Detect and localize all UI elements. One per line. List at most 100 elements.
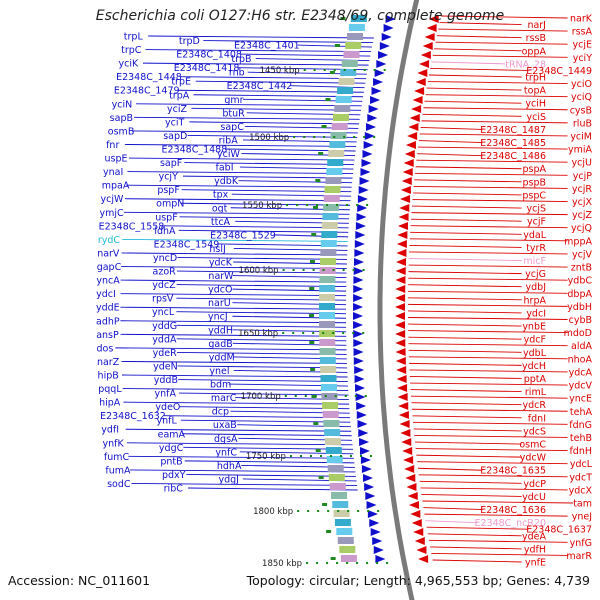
gene-label-e2348c-1448: E2348C_1448 bbox=[116, 72, 182, 83]
gene-label-ycjs: ycjS bbox=[526, 204, 546, 215]
forward-feature-arrow bbox=[353, 303, 364, 311]
gene-label-ycjq: ycjQ bbox=[571, 223, 592, 234]
gene-connector bbox=[121, 252, 348, 256]
gene-connector bbox=[432, 559, 522, 563]
gene-label-narv: narV bbox=[97, 248, 120, 259]
gc-marker bbox=[329, 71, 335, 74]
forward-feature-arrow bbox=[366, 501, 377, 509]
reverse-feature-arrow bbox=[395, 339, 406, 347]
forward-feature-arrow bbox=[363, 141, 374, 149]
reverse-feature-arrow bbox=[420, 51, 431, 59]
gene-connector bbox=[410, 225, 568, 229]
gene-label-ydct: ydcT bbox=[569, 472, 592, 483]
gc-marker bbox=[326, 530, 332, 533]
gene-connector bbox=[408, 330, 568, 334]
gene-connector bbox=[417, 146, 568, 150]
gene-label-pqql: pqqL bbox=[98, 384, 122, 395]
reverse-feature-arrow bbox=[398, 411, 409, 419]
gene-label-ydci: ydcI bbox=[96, 289, 116, 300]
gene-label-yncj: yncJ bbox=[208, 312, 228, 323]
gene-connector bbox=[407, 303, 568, 307]
gene-label-ydcl: ydcL bbox=[570, 459, 593, 470]
forward-feature-arrow bbox=[358, 186, 369, 194]
gene-connector bbox=[177, 257, 348, 260]
reverse-feature-arrow bbox=[400, 195, 411, 203]
gene-label-ynfl: ynfL bbox=[156, 416, 177, 427]
forward-feature-arrow bbox=[376, 60, 387, 68]
gene-label-ymia: ymiA bbox=[568, 145, 593, 156]
annotation-block bbox=[323, 204, 340, 211]
label-connector-lines bbox=[115, 15, 574, 563]
gene-connector bbox=[409, 369, 568, 373]
gene-label-fumc: fumC bbox=[104, 452, 130, 463]
annotation-block bbox=[328, 474, 345, 481]
gene-connector bbox=[430, 546, 522, 550]
gene-label-e2348c-1442: E2348C_1442 bbox=[227, 81, 293, 92]
forward-feature-arrow bbox=[365, 492, 376, 500]
gene-label-yddg: yddG bbox=[152, 321, 177, 332]
gene-label-ydcf: ydcF bbox=[524, 335, 546, 346]
gene-label-micf: micF bbox=[523, 256, 546, 267]
gene-connector bbox=[411, 408, 568, 412]
gene-connector bbox=[178, 392, 349, 396]
gene-label-tyrr: tyrR bbox=[526, 243, 546, 254]
forward-feature-arrow bbox=[372, 537, 383, 545]
gene-label-yciq: yciQ bbox=[571, 92, 592, 103]
reverse-feature-arrow bbox=[401, 438, 412, 446]
reverse-feature-arrow bbox=[401, 177, 412, 185]
genome-summary-label: Topology: circular; Length: 4,965,553 bp… bbox=[246, 573, 590, 588]
gene-connector bbox=[408, 258, 522, 261]
tick-mark: 1800 kbp bbox=[253, 507, 386, 517]
gene-connector bbox=[416, 159, 568, 163]
forward-feature-arrow bbox=[356, 411, 367, 419]
gene-connector bbox=[408, 284, 522, 288]
gene-label-ydcs: ydcS bbox=[523, 426, 546, 437]
annotation-block bbox=[338, 78, 355, 85]
reverse-feature-arrow bbox=[403, 159, 414, 167]
gene-label-ydbj: ydbJ bbox=[526, 282, 546, 293]
gene-connector bbox=[434, 48, 522, 52]
gene-connector bbox=[408, 349, 522, 353]
reverse-feature-arrow bbox=[395, 321, 406, 329]
gene-label-ydgj: ydgJ bbox=[219, 474, 239, 485]
gene-label-ycjy: ycjY bbox=[159, 172, 178, 183]
reverse-feature-arrow bbox=[396, 366, 407, 374]
annotation-block bbox=[329, 141, 346, 148]
gene-connector bbox=[180, 419, 351, 423]
gene-label-ycjg: ycjG bbox=[525, 269, 546, 280]
gene-connector bbox=[408, 356, 568, 360]
forward-feature-arrow bbox=[356, 213, 367, 221]
tick-mark: 1700 kbp bbox=[241, 392, 373, 402]
annotation-block bbox=[323, 195, 340, 202]
gene-connector bbox=[128, 455, 354, 459]
forward-feature-arrow bbox=[385, 15, 396, 23]
forward-feature-arrow bbox=[362, 474, 373, 482]
gene-label-yncd: yncD bbox=[153, 253, 177, 264]
tick-mark: 1500 kbp bbox=[249, 133, 382, 143]
reverse-feature-arrow bbox=[415, 78, 426, 86]
reverse-feature-arrow bbox=[397, 231, 408, 239]
gc-marker bbox=[315, 449, 321, 452]
annotation-block bbox=[339, 546, 356, 553]
reverse-feature-arrow bbox=[395, 267, 406, 275]
gc-marker bbox=[313, 422, 319, 425]
gene-label-yddb: yddB bbox=[154, 375, 178, 386]
forward-feature-arrow bbox=[370, 528, 381, 536]
gene-label-marc: marC bbox=[211, 393, 237, 404]
gene-label-e2348c-1449: E2348C_1449 bbox=[526, 66, 592, 77]
gene-label-pspa: pspA bbox=[522, 164, 546, 175]
gene-label-yder: ydeR bbox=[153, 348, 177, 359]
forward-feature-arrow bbox=[379, 42, 390, 50]
reverse-feature-arrow bbox=[397, 384, 408, 392]
gene-connector bbox=[428, 539, 568, 543]
annotation-block bbox=[334, 105, 351, 112]
gene-label-ydca: ydcA bbox=[569, 367, 593, 378]
forward-feature-arrow bbox=[353, 285, 364, 293]
gene-label-gmr: gmr bbox=[224, 95, 243, 106]
tick-mark: 1550 kbp bbox=[242, 201, 375, 211]
gene-label-narw: narW bbox=[208, 271, 234, 282]
gene-label-e2348c-1487: E2348C_1487 bbox=[480, 125, 546, 136]
gene-connector bbox=[408, 264, 568, 268]
gene-connector bbox=[410, 382, 568, 386]
